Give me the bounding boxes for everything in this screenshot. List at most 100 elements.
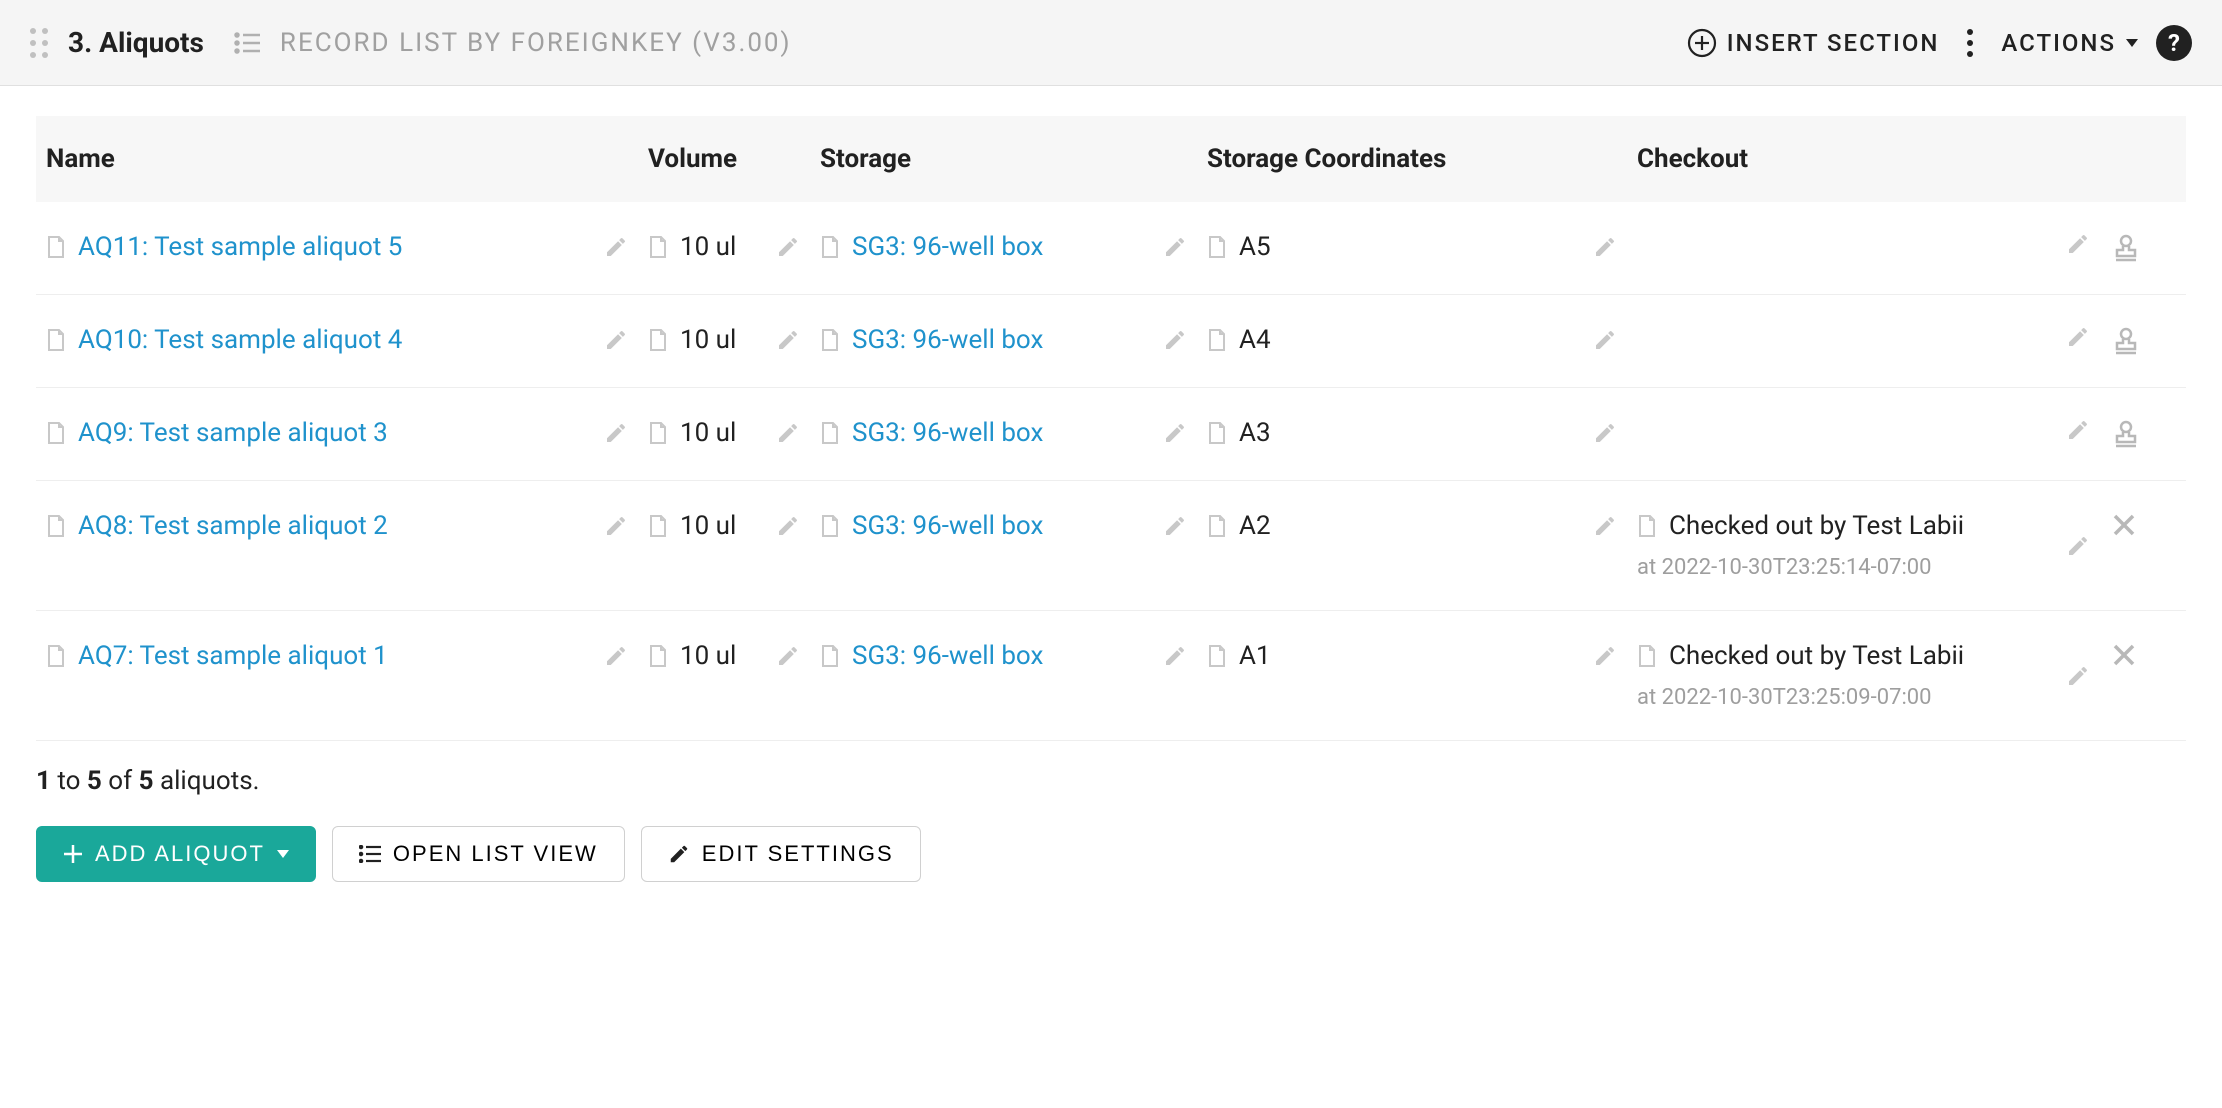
- document-icon: [820, 514, 840, 538]
- edit-icon[interactable]: [2066, 418, 2090, 442]
- edit-icon[interactable]: [1593, 328, 1617, 352]
- edit-icon[interactable]: [1163, 235, 1187, 259]
- cell-value[interactable]: AQ9: Test sample aliquot 3: [78, 418, 388, 448]
- cell-value[interactable]: SG3: 96-well box: [852, 418, 1043, 448]
- cell-value[interactable]: SG3: 96-well box: [852, 325, 1043, 355]
- open-list-view-button[interactable]: OPEN LIST VIEW: [332, 826, 625, 882]
- document-icon: [46, 328, 66, 352]
- edit-settings-button[interactable]: EDIT SETTINGS: [641, 826, 921, 882]
- list-icon: [359, 845, 381, 863]
- cell-value[interactable]: AQ7: Test sample aliquot 1: [78, 641, 388, 671]
- document-icon: [1207, 421, 1227, 445]
- document-icon: [820, 421, 840, 445]
- edit-icon[interactable]: [604, 644, 628, 668]
- actions-dropdown[interactable]: ACTIONS: [2001, 29, 2138, 57]
- document-icon: [648, 328, 668, 352]
- edit-icon[interactable]: [776, 328, 800, 352]
- aliquot-table: Name Volume Storage Storage Coordinates …: [36, 116, 2186, 741]
- help-icon[interactable]: ?: [2156, 25, 2192, 61]
- edit-icon[interactable]: [604, 328, 628, 352]
- stamp-icon[interactable]: [2110, 325, 2176, 357]
- pagination-text: 1 to 5 of 5 aliquots.: [36, 766, 2186, 796]
- section-title: 3. Aliquots: [68, 26, 204, 59]
- cell-value: A5: [1239, 232, 1271, 262]
- close-icon[interactable]: [2110, 641, 2176, 669]
- add-aliquot-button[interactable]: ADD ALIQUOT: [36, 826, 316, 882]
- edit-icon[interactable]: [1593, 235, 1617, 259]
- col-storage: Storage: [810, 116, 1197, 202]
- edit-icon[interactable]: [1593, 514, 1617, 538]
- table-row: AQ8: Test sample aliquot 2 10 ul SG3: 96-w…: [36, 481, 2186, 611]
- table-row: AQ9: Test sample aliquot 3 10 ul SG3: 96-w…: [36, 388, 2186, 481]
- cell-value[interactable]: SG3: 96-well box: [852, 232, 1043, 262]
- drag-handle-icon[interactable]: [30, 28, 48, 58]
- edit-icon[interactable]: [2066, 534, 2090, 558]
- table-row: AQ11: Test sample aliquot 5 10 ul SG3: 96-…: [36, 202, 2186, 295]
- document-icon: [648, 514, 668, 538]
- edit-icon[interactable]: [776, 514, 800, 538]
- document-icon: [46, 644, 66, 668]
- plus-icon: [63, 844, 83, 864]
- edit-icon[interactable]: [2066, 232, 2090, 256]
- table-row: AQ7: Test sample aliquot 1 10 ul SG3: 96-w…: [36, 611, 2186, 741]
- edit-icon[interactable]: [1593, 421, 1617, 445]
- document-icon: [1207, 328, 1227, 352]
- col-name: Name: [36, 116, 638, 202]
- cell-value: 10 ul: [680, 641, 736, 671]
- plus-circle-icon: [1687, 28, 1717, 58]
- document-icon: [648, 421, 668, 445]
- cell-value: 10 ul: [680, 511, 736, 541]
- cell-value[interactable]: AQ11: Test sample aliquot 5: [78, 232, 402, 262]
- add-aliquot-label: ADD ALIQUOT: [95, 841, 265, 867]
- edit-icon[interactable]: [604, 421, 628, 445]
- chevron-down-icon: [277, 850, 289, 858]
- document-icon: [820, 235, 840, 259]
- edit-icon[interactable]: [604, 235, 628, 259]
- stamp-icon[interactable]: [2110, 232, 2176, 264]
- col-action: [2100, 116, 2186, 202]
- document-icon: [820, 644, 840, 668]
- cell-value: A3: [1239, 418, 1271, 448]
- col-checkout: Checkout: [1627, 116, 2100, 202]
- section-subtitle: RECORD LIST BY FOREIGNKEY (V3.00): [280, 28, 1687, 58]
- stamp-icon[interactable]: [2110, 418, 2176, 450]
- document-icon: [1637, 644, 1657, 668]
- checkout-text: Checked out by Test Labii: [1669, 641, 1964, 671]
- edit-icon[interactable]: [2066, 325, 2090, 349]
- cell-value[interactable]: SG3: 96-well box: [852, 511, 1043, 541]
- document-icon: [648, 644, 668, 668]
- document-icon: [46, 235, 66, 259]
- document-icon: [1207, 644, 1227, 668]
- edit-icon[interactable]: [1163, 514, 1187, 538]
- document-icon: [46, 421, 66, 445]
- open-list-view-label: OPEN LIST VIEW: [393, 841, 598, 867]
- table-row: AQ10: Test sample aliquot 4 10 ul SG3: 96-…: [36, 295, 2186, 388]
- edit-icon[interactable]: [604, 514, 628, 538]
- cell-value: 10 ul: [680, 232, 736, 262]
- list-icon: [234, 32, 260, 54]
- document-icon: [1637, 514, 1657, 538]
- edit-icon[interactable]: [1163, 328, 1187, 352]
- cell-value: A4: [1239, 325, 1271, 355]
- edit-icon[interactable]: [776, 644, 800, 668]
- edit-icon[interactable]: [2066, 664, 2090, 688]
- insert-section-button[interactable]: INSERT SECTION: [1687, 28, 1940, 58]
- edit-icon[interactable]: [776, 421, 800, 445]
- edit-icon[interactable]: [1163, 421, 1187, 445]
- table-header-row: Name Volume Storage Storage Coordinates …: [36, 116, 2186, 202]
- edit-icon[interactable]: [776, 235, 800, 259]
- cell-value[interactable]: SG3: 96-well box: [852, 641, 1043, 671]
- cell-value: A1: [1239, 641, 1271, 671]
- chevron-down-icon: [2126, 39, 2138, 47]
- close-icon[interactable]: [2110, 511, 2176, 539]
- cell-value[interactable]: AQ8: Test sample aliquot 2: [78, 511, 388, 541]
- cell-value[interactable]: AQ10: Test sample aliquot 4: [78, 325, 402, 355]
- cell-value: 10 ul: [680, 418, 736, 448]
- edit-settings-label: EDIT SETTINGS: [702, 841, 894, 867]
- edit-icon[interactable]: [1593, 644, 1617, 668]
- more-icon[interactable]: [1957, 29, 1983, 57]
- document-icon: [648, 235, 668, 259]
- edit-icon[interactable]: [1163, 644, 1187, 668]
- cell-value: 10 ul: [680, 325, 736, 355]
- insert-section-label: INSERT SECTION: [1727, 29, 1940, 57]
